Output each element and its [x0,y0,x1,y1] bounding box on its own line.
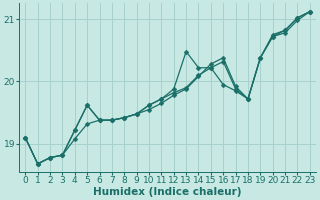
X-axis label: Humidex (Indice chaleur): Humidex (Indice chaleur) [93,187,242,197]
